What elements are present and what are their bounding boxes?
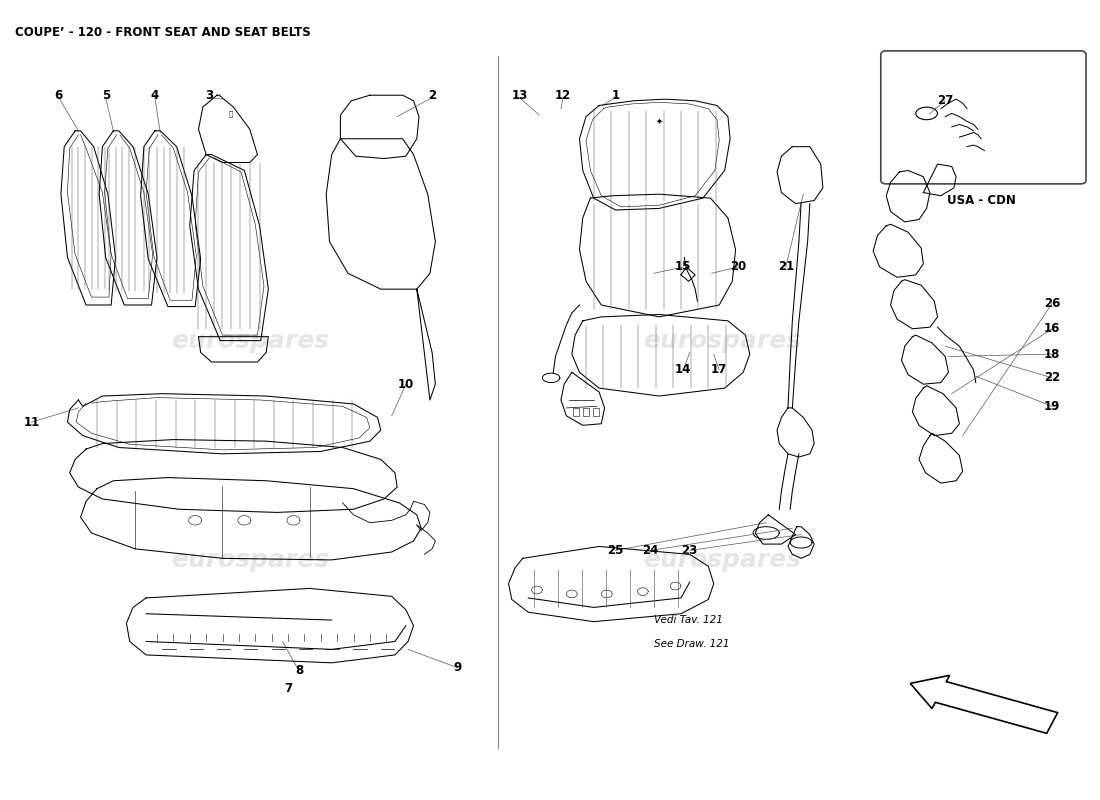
Text: 8: 8: [295, 664, 302, 678]
Text: 21: 21: [778, 261, 794, 274]
Text: 19: 19: [1044, 400, 1060, 413]
Text: 11: 11: [23, 416, 40, 429]
Bar: [593, 408, 600, 416]
Text: 18: 18: [1044, 347, 1060, 361]
Text: 17: 17: [711, 363, 727, 377]
Text: 14: 14: [675, 363, 692, 377]
Text: 𝕸: 𝕸: [229, 110, 233, 117]
Text: Vedi Tav. 121: Vedi Tav. 121: [653, 615, 723, 625]
Text: 1: 1: [612, 89, 619, 102]
Text: USA - CDN: USA - CDN: [947, 194, 1015, 207]
Text: 27: 27: [937, 94, 954, 107]
Text: 25: 25: [607, 544, 624, 557]
Text: eurospares: eurospares: [170, 329, 329, 353]
Text: COUPE’ - 120 - FRONT SEAT AND SEAT BELTS: COUPE’ - 120 - FRONT SEAT AND SEAT BELTS: [15, 26, 311, 39]
Text: 3: 3: [206, 89, 213, 102]
Text: 20: 20: [729, 261, 746, 274]
Text: 13: 13: [512, 89, 528, 102]
Text: 9: 9: [453, 661, 461, 674]
Text: 10: 10: [398, 378, 414, 390]
FancyBboxPatch shape: [881, 51, 1086, 184]
Bar: [583, 408, 590, 416]
Text: 16: 16: [1044, 322, 1060, 335]
Bar: [573, 408, 580, 416]
Text: 5: 5: [101, 89, 110, 102]
FancyArrow shape: [910, 675, 1058, 734]
Text: 6: 6: [55, 89, 63, 102]
Text: eurospares: eurospares: [644, 548, 802, 572]
Text: eurospares: eurospares: [170, 548, 329, 572]
Text: 12: 12: [556, 89, 571, 102]
Text: 23: 23: [682, 544, 697, 557]
Text: 2: 2: [428, 89, 437, 102]
Text: ✦: ✦: [656, 117, 662, 126]
Text: 24: 24: [642, 544, 659, 557]
Text: 4: 4: [151, 89, 158, 102]
Text: 15: 15: [675, 261, 692, 274]
Text: 26: 26: [1044, 297, 1060, 310]
Text: eurospares: eurospares: [644, 329, 802, 353]
Text: See Draw. 121: See Draw. 121: [653, 639, 729, 649]
Text: 7: 7: [284, 682, 293, 695]
Text: 22: 22: [1044, 371, 1060, 384]
